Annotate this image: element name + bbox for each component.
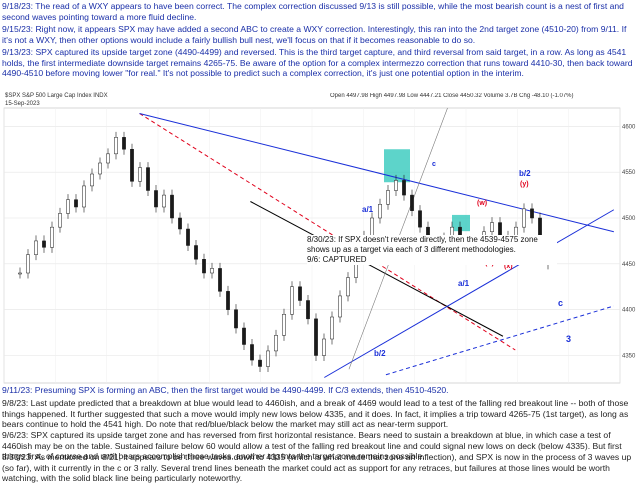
price-candle xyxy=(282,314,286,336)
price-candle xyxy=(154,190,158,208)
note-0908: 9/8/23: Last update predicted that a bre… xyxy=(2,398,629,430)
price-candle xyxy=(338,295,342,318)
price-candle xyxy=(162,194,166,208)
price-candle xyxy=(26,254,30,274)
price-candle xyxy=(378,204,382,219)
note-0830: 8/30/23: As mentioned on 8/21, it appear… xyxy=(2,452,632,484)
price-candle xyxy=(170,194,174,219)
wave-label-c-small: c xyxy=(432,161,436,168)
price-candle xyxy=(490,222,494,232)
price-candle xyxy=(106,153,110,164)
price-candle xyxy=(298,286,302,301)
y-tick-label: 4350 xyxy=(622,354,636,360)
price-candle xyxy=(178,217,182,230)
price-candle xyxy=(90,173,94,187)
target-zone-4539-4575 xyxy=(384,149,410,183)
wave-label-x: (x) xyxy=(504,263,513,270)
y-tick-label: 4450 xyxy=(622,262,636,268)
price-candle xyxy=(114,137,118,155)
note-0913: 9/13/23: SPX captured its upside target … xyxy=(2,47,633,79)
price-candle xyxy=(410,194,414,211)
price-candle xyxy=(50,226,54,248)
note-0918: 9/18/23: The read of a WXY appears to ha… xyxy=(2,1,624,22)
note-0915: 9/15/23: Right now, it appears SPX may h… xyxy=(2,24,627,45)
wave-label-w: (w) xyxy=(477,200,487,207)
price-candle xyxy=(202,259,206,274)
black-trend-line xyxy=(250,201,504,337)
note-0911: 9/11/23: Presuming SPX is forming an ABC… xyxy=(2,385,449,395)
chart-ohlc: Open 4497.98 High 4497.98 Low 4447.21 Cl… xyxy=(330,93,574,99)
y-tick-label: 4500 xyxy=(622,216,636,222)
price-candle xyxy=(34,240,38,255)
target-zone-4490-4499 xyxy=(452,214,470,232)
price-candle xyxy=(226,291,230,310)
price-candle xyxy=(522,208,526,228)
callout-captured: 9/6: CAPTURED xyxy=(307,255,367,264)
wave-label-y: (y) xyxy=(520,181,529,188)
target-callout: 8/30/23: If SPX doesn't reverse directly… xyxy=(307,235,557,265)
note-0906: 9/6/23: SPX captured its upside target z… xyxy=(2,430,622,462)
price-candle xyxy=(138,167,142,182)
price-candle xyxy=(290,286,294,315)
chart-date: 15-Sep-2023 xyxy=(5,101,40,107)
price-candle xyxy=(210,268,214,274)
price-candle xyxy=(242,327,246,345)
price-candle xyxy=(370,217,374,237)
price-candle xyxy=(330,316,334,340)
price-candle xyxy=(146,167,150,191)
wave-label-b2-high: b/2 xyxy=(519,169,531,178)
price-candle xyxy=(258,359,262,367)
wave-label-a1-right: a/1 xyxy=(458,279,470,288)
price-candle xyxy=(322,338,326,356)
wave-label-three: 3 xyxy=(566,334,571,344)
chart-name: S&P 500 Large Cap Index xyxy=(22,93,92,99)
callout-text: 8/30/23: If SPX doesn't reverse directly… xyxy=(307,235,538,254)
wave-label-b2-low: b/2 xyxy=(374,349,386,358)
price-candle xyxy=(186,228,190,246)
price-candle xyxy=(234,309,238,329)
price-candle xyxy=(130,149,134,182)
price-candle xyxy=(218,268,222,292)
price-candle xyxy=(402,180,406,196)
price-candle xyxy=(306,300,310,320)
blue-support-line xyxy=(385,305,614,376)
price-candle xyxy=(266,350,270,367)
price-candle xyxy=(346,277,350,297)
y-tick-label: 4600 xyxy=(622,124,636,130)
price-candle xyxy=(194,245,198,260)
price-candle xyxy=(418,210,422,228)
price-candle xyxy=(74,199,78,208)
red-breakout-line xyxy=(139,113,516,351)
chart-symbol: $SPX xyxy=(5,93,21,99)
wave-label-a1: a/1 xyxy=(362,205,374,214)
price-candle xyxy=(394,180,398,191)
wave-label-c-big: c xyxy=(558,298,563,308)
y-tick-label: 4550 xyxy=(622,170,636,176)
blue-channel-line xyxy=(324,209,615,378)
y-tick-label: 4400 xyxy=(622,308,636,314)
price-candle xyxy=(314,318,318,356)
price-candle xyxy=(122,137,126,150)
price-candle xyxy=(250,344,254,361)
price-candle xyxy=(42,240,46,248)
price-candle xyxy=(58,213,62,228)
price-candle xyxy=(386,190,390,205)
price-candle xyxy=(530,208,534,219)
price-candle xyxy=(274,335,278,352)
blue-resistance-line xyxy=(139,113,614,233)
price-candle xyxy=(82,185,86,208)
price-candle xyxy=(66,199,70,214)
chart-exchange: INDX xyxy=(93,93,108,99)
price-candle xyxy=(18,272,22,275)
price-candle xyxy=(98,162,102,175)
